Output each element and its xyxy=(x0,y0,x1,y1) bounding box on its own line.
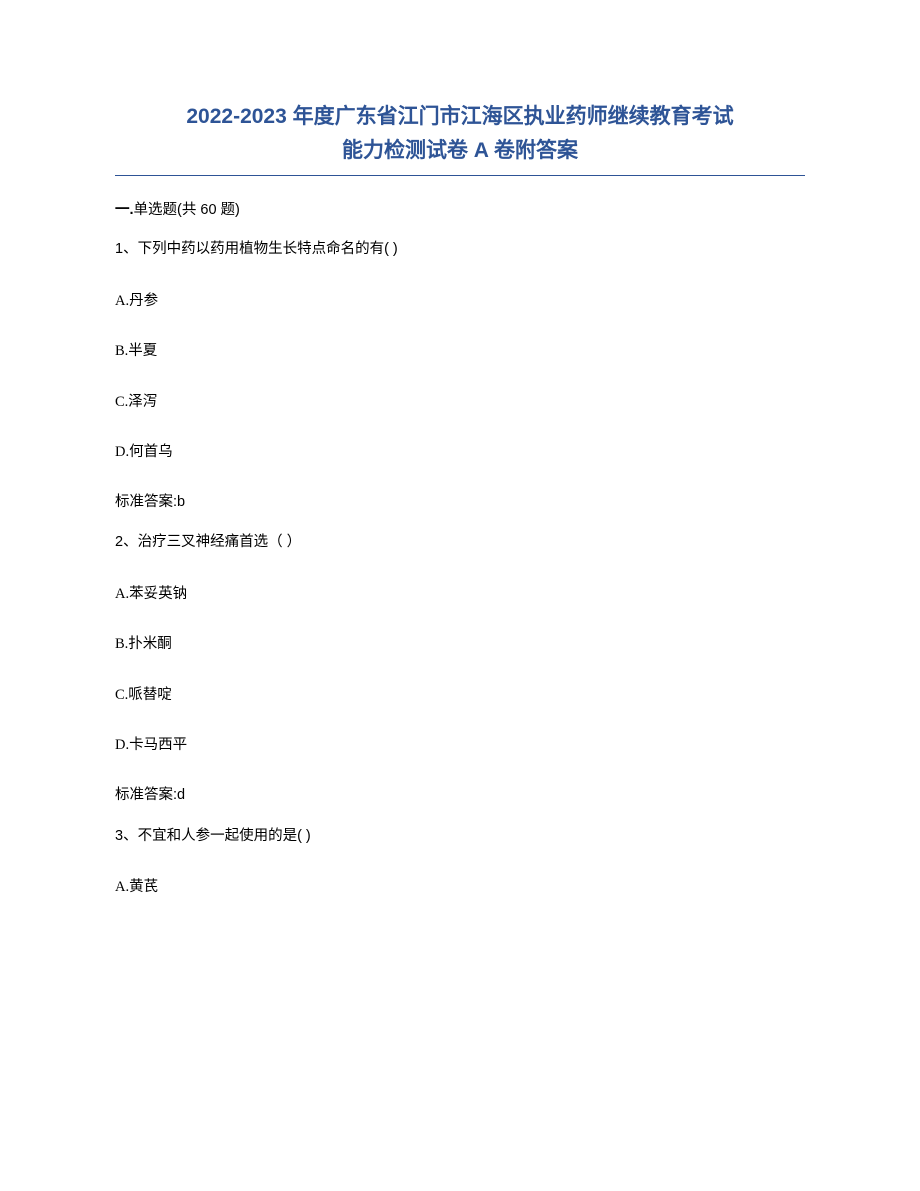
document-title: 2022-2023 年度广东省江门市江海区执业药师继续教育考试 能力检测试卷 A… xyxy=(115,100,805,167)
answer-label: 标准答案: xyxy=(115,494,177,510)
option-text: 哌替啶 xyxy=(128,687,172,703)
question-2-text: 2、治疗三叉神经痛首选（ ） xyxy=(115,532,805,554)
section-label: 单选题(共 60 题) xyxy=(134,202,240,218)
title-line-2: 能力检测试卷 A 卷附答案 xyxy=(115,134,805,168)
question-1-body: 下列中药以药用植物生长特点命名的有( ) xyxy=(138,241,398,257)
question-2-option-a: A.苯妥英钠 xyxy=(115,584,805,604)
question-block-1: 1、下列中药以药用植物生长特点命名的有( ) A.丹参 B.半夏 C.泽泻 D.… xyxy=(115,239,805,512)
question-1-option-c: C.泽泻 xyxy=(115,392,805,412)
question-2-option-c: C.哌替啶 xyxy=(115,685,805,705)
section-header: 一.单选题(共 60 题) xyxy=(115,198,805,219)
answer-value: d xyxy=(177,787,185,803)
question-2-number: 2、 xyxy=(115,534,138,550)
question-2-option-d: D.卡马西平 xyxy=(115,735,805,755)
title-line-1: 2022-2023 年度广东省江门市江海区执业药师继续教育考试 xyxy=(115,100,805,134)
option-key: B. xyxy=(115,343,128,359)
option-text: 丹参 xyxy=(129,293,158,309)
option-text: 卡马西平 xyxy=(129,737,187,753)
section-prefix: 一. xyxy=(115,202,134,218)
option-key: A. xyxy=(115,879,129,895)
option-key: C. xyxy=(115,394,128,410)
option-key: C. xyxy=(115,687,128,703)
title-divider xyxy=(115,175,805,176)
option-key: D. xyxy=(115,444,129,460)
question-2-option-b: B.扑米酮 xyxy=(115,634,805,654)
question-3-option-a: A.黄芪 xyxy=(115,877,805,897)
question-1-option-b: B.半夏 xyxy=(115,341,805,361)
question-1-answer: 标准答案:b xyxy=(115,492,805,512)
option-key: B. xyxy=(115,636,128,652)
option-key: D. xyxy=(115,737,129,753)
option-key: A. xyxy=(115,293,129,309)
question-1-text: 1、下列中药以药用植物生长特点命名的有( ) xyxy=(115,239,805,261)
answer-value: b xyxy=(177,494,185,510)
option-text: 黄芪 xyxy=(129,879,158,895)
question-1-number: 1、 xyxy=(115,241,138,257)
option-key: A. xyxy=(115,586,129,602)
question-3-number: 3、 xyxy=(115,828,138,844)
option-text: 扑米酮 xyxy=(128,636,172,652)
option-text: 何首乌 xyxy=(129,444,173,460)
question-1-option-a: A.丹参 xyxy=(115,291,805,311)
question-block-3: 3、不宜和人参一起使用的是( ) A.黄芪 xyxy=(115,826,805,898)
question-2-body: 治疗三叉神经痛首选（ ） xyxy=(138,534,302,550)
question-2-answer: 标准答案:d xyxy=(115,785,805,805)
option-text: 苯妥英钠 xyxy=(129,586,187,602)
question-block-2: 2、治疗三叉神经痛首选（ ） A.苯妥英钠 B.扑米酮 C.哌替啶 D.卡马西平… xyxy=(115,532,805,805)
option-text: 泽泻 xyxy=(128,394,157,410)
question-3-text: 3、不宜和人参一起使用的是( ) xyxy=(115,826,805,848)
answer-label: 标准答案: xyxy=(115,787,177,803)
question-1-option-d: D.何首乌 xyxy=(115,442,805,462)
question-3-body: 不宜和人参一起使用的是( ) xyxy=(138,828,311,844)
option-text: 半夏 xyxy=(128,343,157,359)
